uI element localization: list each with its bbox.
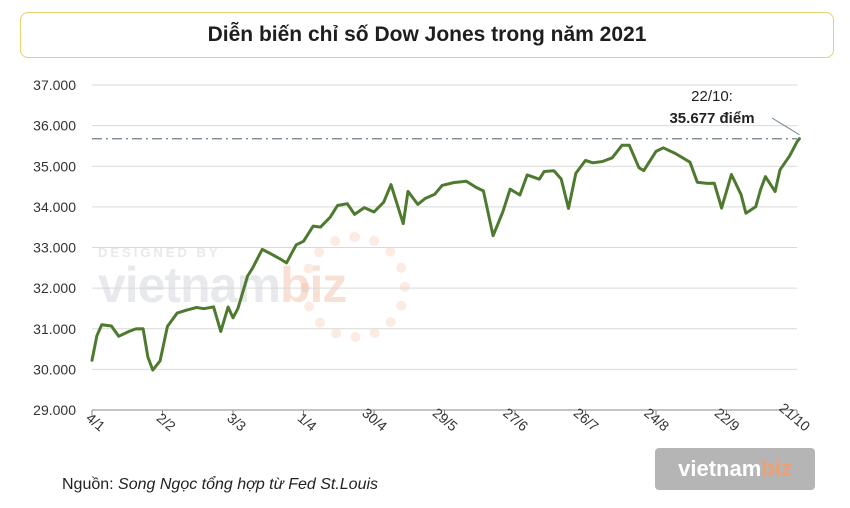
x-tick-label: 1/4 [295, 410, 320, 435]
annotation-date: 22/10: [691, 88, 733, 105]
x-tick-label: 30/4 [359, 405, 390, 435]
x-tick-label: 4/1 [83, 410, 108, 435]
x-tick-label: 26/7 [571, 405, 602, 435]
watermark-ring-icon [300, 232, 410, 342]
x-tick-label: 22/9 [712, 405, 743, 435]
y-tick-label: 37.000 [33, 77, 76, 93]
source-text: Song Ngọc tổng hợp từ Fed St.Louis [118, 476, 379, 493]
annotation-leader-line [771, 117, 800, 136]
chart-title-box: Diễn biến chỉ số Dow Jones trong năm 202… [20, 12, 834, 58]
vietnambiz-logo: vietnam biz [655, 448, 815, 490]
x-tick-label: 29/5 [430, 405, 461, 435]
y-tick-label: 30.000 [33, 361, 76, 377]
logo-brand-main: vietnam [678, 456, 762, 481]
logo-brand-suffix: biz [761, 456, 792, 481]
x-tick-label: 27/6 [500, 405, 531, 435]
y-tick-label: 29.000 [33, 402, 76, 418]
x-tick-label: 2/2 [154, 410, 179, 435]
y-tick-label: 31.000 [33, 321, 76, 337]
y-tick-label: 36.000 [33, 118, 76, 134]
source-note: Nguồn: Song Ngọc tổng hợp từ Fed St.Loui… [62, 476, 378, 494]
x-tick-label: 3/3 [224, 410, 249, 435]
y-tick-label: 32.000 [33, 280, 76, 296]
x-tick-label: 24/8 [641, 405, 672, 435]
y-tick-label: 34.000 [33, 199, 76, 215]
dow-jones-series-line [90, 137, 801, 372]
y-tick-label: 35.000 [33, 158, 76, 174]
chart-title: Diễn biến chỉ số Dow Jones trong năm 202… [207, 23, 647, 46]
source-prefix: Nguồn: [62, 476, 114, 493]
y-tick-label: 33.000 [33, 240, 76, 256]
x-tick-label: 21/10 [776, 400, 813, 435]
annotation-value: 35.677 điểm [669, 110, 754, 127]
